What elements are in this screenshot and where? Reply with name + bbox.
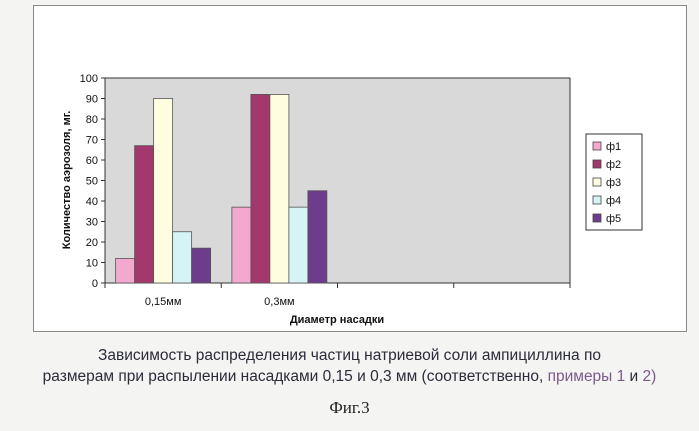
figure-label: Фиг.3 [0,398,699,418]
caption-example-2: 2) [643,368,657,385]
legend-label-ф2: ф2 [606,159,621,171]
legend-swatch-ф2 [593,160,601,168]
bar-ф4-2 [289,207,308,283]
legend-label-ф5: ф5 [606,213,621,225]
bar-ф5-1 [192,248,211,283]
bar-ф1-2 [232,207,251,283]
caption-and: и [625,368,642,385]
caption-line-2: размерам при распылении насадками 0,15 и… [0,366,699,387]
legend: ф1 ф2 ф3 ф4 ф5 [586,134,642,230]
legend-swatch-ф5 [593,214,601,222]
y-tick-label: 90 [86,94,98,106]
bar-chart: 0 10 20 30 40 50 60 70 80 90 100 0,15мм 0,3мм Колич… [34,6,688,333]
y-tick-label: 50 [86,176,98,188]
x-ticks-group: 0,15мм 0,3мм [105,283,570,308]
caption-examples-ref: примеры 1 [548,368,626,385]
y-tick-label: 70 [86,135,98,147]
caption-line-1: Зависимость распределения частиц натриев… [0,345,699,366]
bar-ф3-2 [270,94,289,283]
bar-ф3-1 [154,99,173,284]
caption-line-2-text: размерам при распылении насадками 0,15 и… [43,368,548,385]
chart-frame: 0 10 20 30 40 50 60 70 80 90 100 0,15мм 0,3мм Колич… [33,5,687,332]
y-tick-label: 0 [92,278,98,290]
y-tick-label: 100 [80,73,98,85]
x-tick-label: 0,3мм [264,296,294,308]
bar-ф1-1 [116,258,135,283]
y-tick-label: 40 [86,196,98,208]
bar-ф2-1 [135,146,154,283]
figure-caption: Зависимость распределения частиц натриев… [0,345,699,387]
y-tick-label: 20 [86,237,98,249]
x-axis-title: Диаметр насадки [290,314,384,326]
legend-label-ф4: ф4 [606,195,621,207]
y-axis-title: Количество аэрозоля, мг. [61,111,73,249]
x-tick-label: 0,15мм [145,296,182,308]
legend-label-ф3: ф3 [606,177,621,189]
legend-label-ф1: ф1 [606,141,621,153]
bar-ф5-2 [308,191,327,283]
y-tick-label: 80 [86,114,98,126]
legend-swatch-ф1 [593,142,601,150]
y-tick-label: 30 [86,217,98,229]
legend-swatch-ф3 [593,178,601,186]
y-tick-label: 10 [86,258,98,270]
y-tick-label: 60 [86,155,98,167]
legend-swatch-ф4 [593,196,601,204]
bar-ф2-2 [251,94,270,283]
y-ticks-group: 0 10 20 30 40 50 60 70 80 90 100 [80,73,105,290]
bar-ф4-1 [173,232,192,283]
